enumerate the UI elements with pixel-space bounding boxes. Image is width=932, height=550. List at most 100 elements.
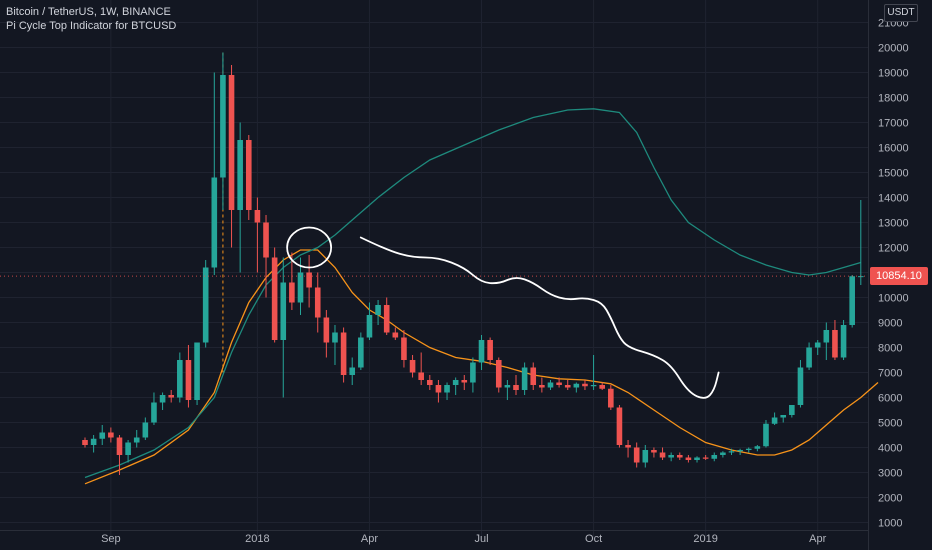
candle-body[interactable]	[487, 340, 493, 360]
candle-body[interactable]	[349, 367, 356, 376]
candle-body[interactable]	[668, 455, 674, 458]
candle-body[interactable]	[702, 457, 709, 459]
price-axis-tick-label: 15000	[878, 168, 909, 180]
candle-body[interactable]	[133, 437, 140, 443]
candle-body[interactable]	[780, 415, 787, 418]
candle-body[interactable]	[220, 75, 226, 178]
candle-body[interactable]	[125, 442, 131, 456]
candle-body[interactable]	[478, 340, 485, 363]
candle-body[interactable]	[676, 455, 683, 458]
candle-body[interactable]	[797, 367, 804, 406]
candle-body[interactable]	[763, 423, 769, 447]
candle-body[interactable]	[832, 330, 838, 358]
indicator-title[interactable]: Pi Cycle Top Indicator for BTCUSD	[6, 20, 177, 32]
candle-body[interactable]	[444, 385, 450, 393]
candle-body[interactable]	[228, 75, 235, 210]
circle-drawing[interactable]	[286, 226, 333, 269]
candle-body[interactable]	[427, 380, 433, 385]
candle-body[interactable]	[211, 177, 218, 268]
candle-body[interactable]	[237, 140, 243, 210]
candle-body[interactable]	[547, 382, 554, 388]
candle-body[interactable]	[539, 385, 545, 388]
candle-body[interactable]	[375, 305, 381, 315]
candle-body[interactable]	[452, 380, 459, 385]
candle-body[interactable]	[564, 385, 571, 388]
candle-body[interactable]	[556, 382, 562, 386]
candle-body[interactable]	[159, 395, 166, 403]
candle-body[interactable]	[392, 332, 399, 338]
candle-body[interactable]	[323, 317, 330, 343]
candle-body[interactable]	[461, 380, 468, 383]
candle-body[interactable]	[720, 452, 726, 456]
price-unit-badge[interactable]: USDT	[884, 4, 918, 22]
candle-body[interactable]	[608, 388, 614, 408]
candle-body[interactable]	[789, 405, 795, 415]
candle-body[interactable]	[685, 457, 692, 461]
candle-body[interactable]	[409, 360, 416, 373]
candle-body[interactable]	[814, 342, 821, 348]
candle-body[interactable]	[495, 360, 502, 388]
candle-body[interactable]	[651, 450, 657, 453]
candle-body[interactable]	[82, 440, 88, 445]
candle-body[interactable]	[771, 417, 778, 424]
candle-body[interactable]	[280, 282, 287, 341]
candle-body[interactable]	[90, 438, 97, 445]
candle-body[interactable]	[383, 305, 390, 333]
candle-body[interactable]	[745, 448, 752, 450]
candle-body[interactable]	[599, 385, 605, 389]
candle-body[interactable]	[840, 325, 847, 358]
candle-body[interactable]	[254, 210, 261, 223]
symbol-title[interactable]: Bitcoin / TetherUS, 1W, BINANCE	[6, 6, 171, 18]
time-axis-tick-label: 2019	[693, 533, 717, 545]
candle-body[interactable]	[194, 342, 200, 401]
candle-body[interactable]	[823, 330, 830, 343]
candle-body[interactable]	[108, 432, 114, 438]
candle-body[interactable]	[806, 347, 812, 368]
candle-body[interactable]	[616, 407, 623, 446]
candle-body[interactable]	[271, 257, 278, 341]
candle-body[interactable]	[332, 332, 338, 343]
candle-body[interactable]	[737, 450, 743, 452]
candle-body[interactable]	[659, 452, 666, 458]
candle-body[interactable]	[202, 267, 209, 343]
candle-body[interactable]	[306, 272, 312, 288]
candle-body[interactable]	[245, 140, 252, 210]
candle-body[interactable]	[625, 445, 631, 448]
candle-body[interactable]	[401, 337, 407, 361]
candle-body[interactable]	[418, 372, 424, 381]
candle-body[interactable]	[358, 337, 364, 368]
candle-body[interactable]	[116, 437, 123, 456]
candle-body[interactable]	[151, 402, 157, 423]
candle-body[interactable]	[573, 383, 580, 388]
candle-body[interactable]	[633, 447, 640, 463]
candle-body[interactable]	[435, 385, 442, 393]
candle-body[interactable]	[470, 362, 476, 383]
candle-body[interactable]	[289, 282, 295, 303]
candle-body[interactable]	[168, 395, 174, 398]
candle-body[interactable]	[521, 367, 528, 391]
freehand-drawing[interactable]	[359, 236, 720, 399]
candle-body[interactable]	[142, 422, 149, 438]
candle-body[interactable]	[530, 367, 537, 386]
candle-body[interactable]	[513, 385, 519, 390]
candle-body[interactable]	[177, 360, 183, 398]
candle-body[interactable]	[590, 385, 597, 387]
candle-body[interactable]	[185, 360, 192, 400]
candle-body[interactable]	[849, 276, 855, 325]
candle-body[interactable]	[642, 450, 649, 463]
candle-body[interactable]	[754, 446, 761, 449]
candle-body[interactable]	[504, 385, 511, 388]
candle-body[interactable]	[297, 272, 304, 303]
candle-body[interactable]	[263, 222, 269, 258]
candle-body[interactable]	[694, 457, 700, 461]
candle-body[interactable]	[340, 332, 347, 376]
candle-body[interactable]	[366, 315, 373, 338]
candle-body[interactable]	[711, 455, 718, 459]
time-axis-tick-label: 2018	[245, 533, 269, 545]
candle-body[interactable]	[99, 432, 106, 439]
candle-body[interactable]	[728, 451, 735, 453]
candle-body[interactable]	[314, 287, 321, 318]
candle-body[interactable]	[582, 383, 588, 387]
